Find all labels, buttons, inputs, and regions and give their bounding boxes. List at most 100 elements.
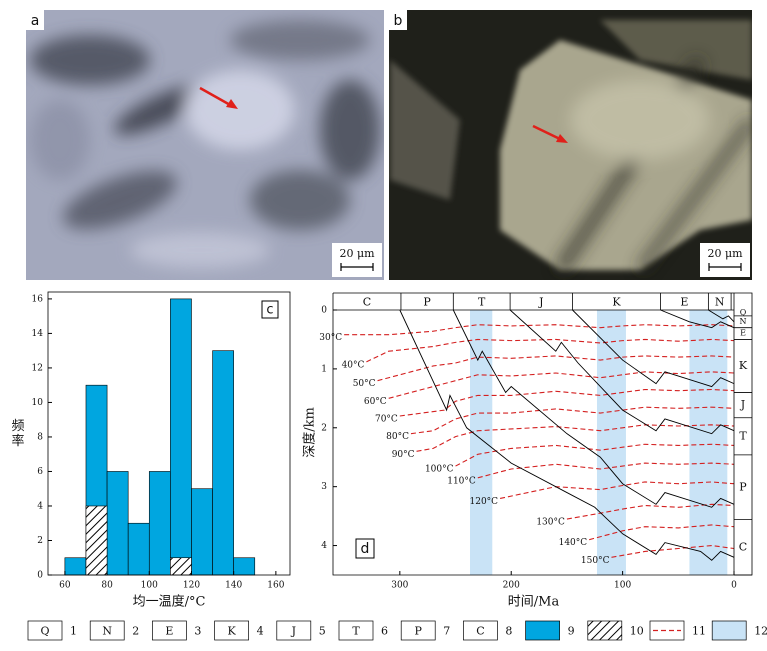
period-label: E — [680, 296, 688, 309]
histogram-bar — [191, 488, 213, 576]
stratum-label: Q — [740, 308, 747, 317]
photo-a-label: a 20 μm — [26, 10, 382, 277]
isotherm-label: 130°C — [536, 518, 565, 528]
x-tick-label: 160 — [267, 581, 284, 591]
isotherm — [399, 388, 735, 417]
burial-line — [708, 309, 735, 323]
x-tick-label: 140 — [225, 581, 242, 591]
histogram-bar — [212, 350, 234, 576]
legend-symbol: Q — [40, 625, 49, 638]
isotherm-label: 60°C — [364, 397, 387, 407]
legend-box — [400, 620, 436, 641]
histogram-bar — [85, 505, 108, 576]
histogram-bar — [233, 557, 256, 576]
burial-line — [509, 309, 735, 435]
y-tick-label: 12 — [32, 363, 43, 373]
legend-box — [27, 620, 63, 641]
isotherm-label: 100°C — [425, 465, 454, 475]
legend-box — [89, 620, 125, 641]
isotherm-label: 110°C — [447, 476, 476, 486]
panel-label: d — [361, 541, 370, 557]
axes-frame — [47, 291, 291, 576]
isotherm-label: 50°C — [353, 379, 376, 389]
burial-line — [399, 309, 735, 561]
y-tick-label: 0 — [37, 571, 43, 581]
y-tick-label: 4 — [37, 501, 43, 511]
isotherm-label: 30°C — [319, 333, 342, 343]
legend-key: 4 — [257, 625, 264, 638]
legend-box — [463, 620, 498, 641]
isotherm-label: 80°C — [386, 432, 409, 442]
shaded-interval — [470, 310, 493, 575]
legend-key: 8 — [505, 625, 512, 638]
scale-text: 20 μm — [707, 247, 743, 260]
stratum-label: T — [739, 429, 747, 442]
burial-line — [660, 309, 735, 329]
stratum-label: C — [739, 540, 747, 553]
period-label: P — [423, 296, 431, 309]
y-tick-label: 2 — [37, 536, 43, 546]
shaded-interval — [596, 310, 626, 575]
legend-symbol: P — [414, 625, 422, 638]
legend-swatch — [525, 620, 560, 641]
isotherm — [388, 371, 735, 399]
period-label: K — [612, 296, 621, 309]
histogram-bar — [170, 298, 192, 576]
isotherm — [410, 406, 735, 435]
stratum-label: N — [740, 317, 747, 326]
legend-swatch — [587, 620, 623, 641]
legend-key: 9 — [568, 625, 575, 638]
legend-box — [338, 620, 374, 641]
legend-key: 6 — [381, 625, 388, 638]
burial-line — [452, 309, 735, 508]
photo-a — [26, 10, 384, 280]
x-tick-label: 60 — [59, 581, 71, 591]
y-tick-label: 16 — [32, 294, 44, 304]
legend-key: 3 — [194, 625, 201, 638]
isotherm — [611, 545, 735, 558]
legend-symbol: N — [102, 625, 112, 638]
isotherm — [377, 355, 735, 382]
panel-label: b — [394, 13, 403, 29]
panel-label: a — [31, 13, 40, 29]
y-tick-label: 8 — [37, 432, 43, 442]
y-tick-label: 3 — [321, 482, 327, 492]
panel-label-box — [355, 538, 375, 559]
histogram-bar — [148, 471, 171, 576]
x-tick-label: 300 — [391, 581, 408, 591]
isotherm — [455, 443, 735, 467]
x-tick-label: 80 — [101, 581, 113, 591]
legend-key: 11 — [692, 625, 706, 638]
x-tick-label: 0 — [731, 581, 737, 591]
isotherm-label: 90°C — [392, 450, 415, 460]
isotherm — [499, 481, 735, 499]
isotherm-label: 70°C — [375, 415, 398, 425]
histogram-bar — [64, 557, 87, 576]
x-tick-label: 100 — [141, 581, 158, 591]
photo-b — [389, 10, 752, 280]
isotherm — [366, 338, 735, 363]
legend-symbol: J — [291, 625, 296, 638]
legend-box — [214, 620, 249, 641]
isotherm — [589, 524, 735, 541]
legend-symbol: C — [476, 625, 484, 638]
isotherm-label: 120°C — [470, 497, 499, 507]
legend-key: 10 — [630, 625, 644, 638]
legend-key: 1 — [70, 625, 77, 638]
y-tick-label: 14 — [32, 329, 44, 339]
shaded-interval — [689, 310, 728, 575]
panel-label: c — [266, 303, 273, 318]
legend-key: 2 — [132, 625, 139, 638]
legend-box — [152, 620, 187, 641]
legend-symbol: K — [227, 625, 236, 638]
y-tick-label: 10 — [32, 398, 44, 408]
scale-text: 20 μm — [339, 247, 375, 260]
legend-key: 5 — [319, 625, 326, 638]
stratum-label: E — [740, 329, 746, 338]
y-tick-label: 1 — [321, 364, 327, 374]
stratum-label: J — [740, 398, 745, 411]
y-tick-label: 0 — [321, 306, 327, 316]
y-axis-label: 深度/km — [302, 407, 318, 458]
x-tick-label: 200 — [503, 581, 520, 591]
